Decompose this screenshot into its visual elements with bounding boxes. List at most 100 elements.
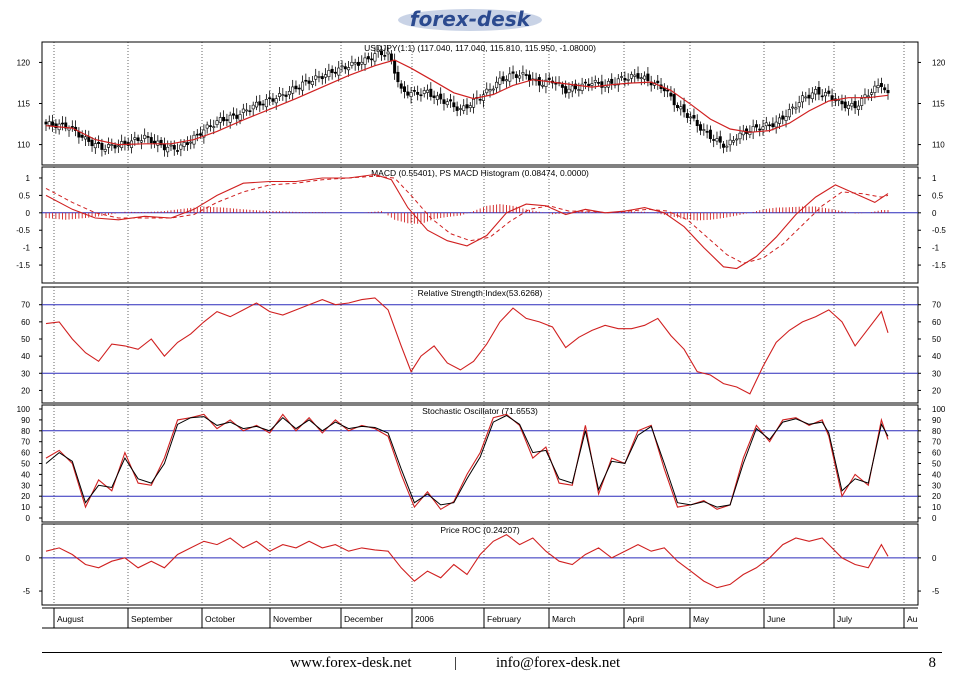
candle-body [133,137,137,140]
candle-body [327,70,331,77]
panel-frame [41,523,919,606]
series-line-0 [45,413,889,511]
candle-body [264,98,268,108]
y-tick-label-left: 1 [26,174,31,183]
footer-email[interactable]: info@forex-desk.net [496,655,621,671]
candle-body [633,74,637,77]
candle-body [317,76,321,78]
candle-body [827,90,831,94]
y-tick-label-left: 30 [21,481,30,490]
candle-body [452,102,456,108]
candle-body [396,71,400,83]
candle-body [356,61,360,66]
candle-body [156,140,160,146]
candle-body [679,106,683,110]
candle-body [810,92,814,99]
y-tick-label-left: 0 [26,554,31,563]
candle-body [705,131,709,133]
candle-body [870,92,874,95]
candle-body [511,71,515,74]
candle-body [725,145,729,148]
y-tick-label-right: 110 [932,141,945,150]
candle-body [159,139,163,146]
y-tick-label-left: 70 [21,438,30,447]
candle-body [255,101,259,108]
candle-body [784,116,788,121]
candle-body [817,87,821,95]
candle-body [399,83,403,89]
candle-body [672,94,676,106]
candle-body [383,55,387,57]
candle-body [718,136,722,143]
candle-body [481,94,485,101]
month-label: 2006 [415,614,434,624]
candle-body [182,142,186,147]
candle-body [274,98,278,104]
candle-body [386,51,390,55]
footer-website[interactable]: www.forex-desk.net [290,655,412,671]
candle-body [564,86,568,94]
candle-body [225,119,229,121]
month-label: December [344,614,383,624]
candle-body [393,59,397,74]
series-line-0 [45,173,889,270]
candle-body [245,109,249,112]
candle-body [620,76,624,78]
y-tick-label-left: 20 [21,492,30,501]
candle-body [462,105,466,111]
y-tick-label-right: 80 [932,427,941,436]
panel-title: Price ROC (0.24207) [440,525,520,535]
candle-body [636,73,640,79]
candle-body [465,104,469,109]
candle-body [60,122,64,125]
candle-body [797,102,801,108]
candle-body [567,88,571,93]
candle-body [337,67,341,76]
candle-body [106,144,110,148]
y-tick-label-left: 40 [21,352,30,361]
candle-body [830,95,834,101]
month-label: February [487,614,522,624]
candle-body [439,93,443,100]
candle-body [51,121,55,126]
candle-body [176,150,180,152]
candle-body [162,143,166,151]
candle-body [646,73,650,82]
candle-body [139,140,143,143]
candle-body [682,104,686,113]
panel-title: Stochastic Oscillator (71.6553) [422,406,538,416]
candle-body [853,101,857,109]
candle-body [149,137,153,144]
y-tick-label-right: 30 [932,369,941,378]
candle-body [501,76,505,82]
candle-body [692,115,696,119]
month-label: July [837,614,853,624]
candle-body [751,126,755,133]
panel-title: MACD (0.55401), PS MACD Histogram (0.084… [371,168,589,178]
y-tick-label-left: 20 [21,386,30,395]
y-tick-label-left: 120 [17,58,31,67]
candle-body [406,91,410,96]
candle-body [876,85,880,88]
candle-body [754,124,758,128]
candle-body [412,90,416,92]
candle-body [587,83,591,86]
y-tick-label-left: 0.5 [19,191,31,200]
y-tick-label-left: 115 [17,100,30,109]
y-tick-label-left: 100 [17,405,31,414]
y-tick-label-right: 1 [932,174,937,183]
candle-body [491,88,495,91]
y-tick-label-left: -1.5 [16,261,30,270]
series-line-1 [45,175,889,264]
chart-panel-1: 1 1 0.5 0.5 0 0 -0.5 -0.5 -1 -1 -1.5 -1.5 MACD (0.55… [16,166,946,284]
month-label: Au [907,614,918,624]
candle-body [840,100,844,105]
candle-body [403,86,407,92]
month-label: April [627,614,644,624]
candle-body [879,83,883,87]
candle-body [202,129,206,138]
candle-body [123,140,127,144]
month-label: June [767,614,786,624]
candle-body [800,95,804,103]
candle-body [850,103,854,107]
